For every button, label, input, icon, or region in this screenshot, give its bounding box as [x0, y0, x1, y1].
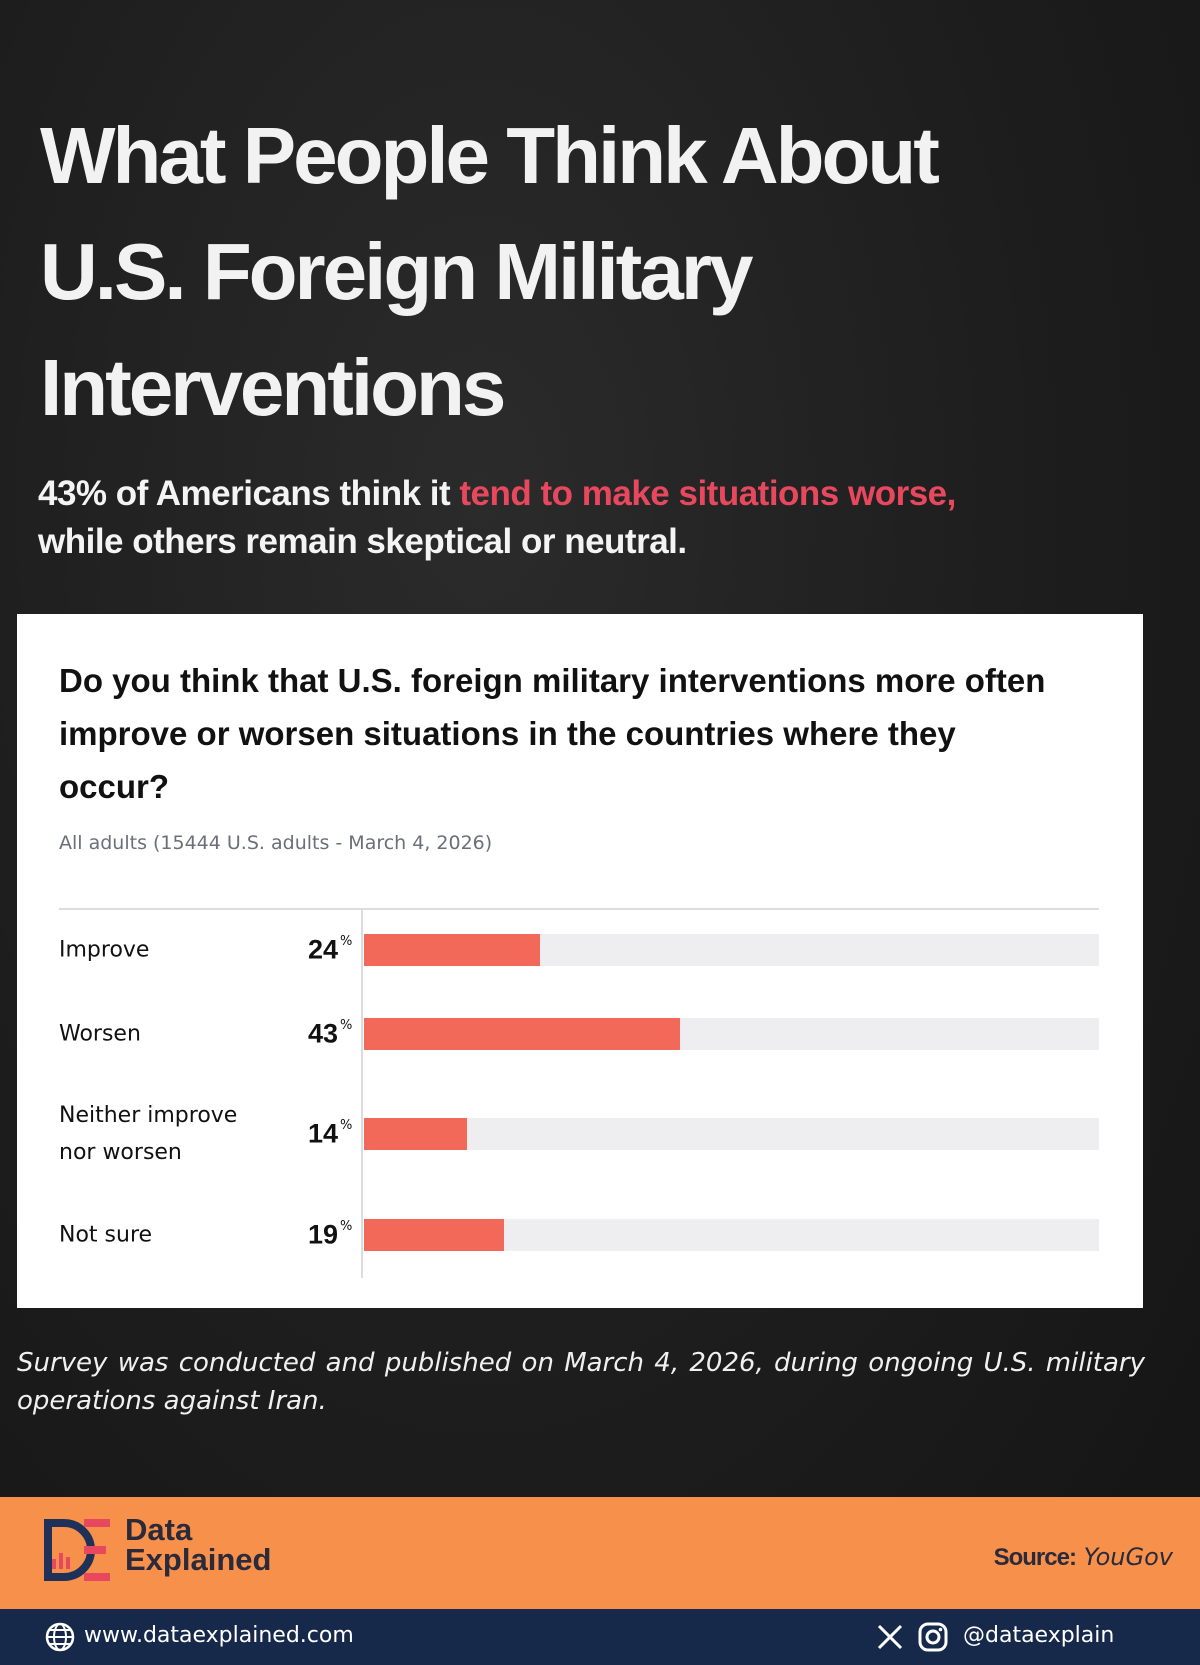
bar: [364, 1118, 467, 1150]
source: Source: YouGov: [994, 1543, 1173, 1572]
footer-bar: www.dataexplained.com @dataexplain: [0, 1609, 1200, 1665]
value-label: 24: [307, 934, 338, 965]
axis-line: [361, 908, 363, 1278]
logo-icon: [44, 1519, 110, 1581]
divider: [59, 908, 1099, 910]
subtitle-text: while others remain skeptical or neutral…: [38, 522, 687, 561]
category-label: Neither improve nor worsen: [59, 1103, 238, 1165]
brand-name: Data: [125, 1512, 193, 1547]
footer-band: Data Explained Source: YouGov: [0, 1497, 1200, 1609]
x-icon[interactable]: [876, 1623, 904, 1651]
title: What People Think About U.S. Foreign Mil…: [40, 111, 940, 432]
subtitle-text: 43% of Americans think it: [38, 474, 460, 513]
handle[interactable]: @dataexplain: [963, 1623, 1115, 1648]
value-unit: %: [340, 1219, 353, 1234]
footnote: Survey was conducted and published on Ma…: [17, 1348, 1145, 1416]
subtitle-highlight: tend to make situations worse,: [459, 474, 956, 513]
value-label: 19: [307, 1219, 338, 1250]
globe-icon: [45, 1622, 75, 1652]
subtitle: 43% of Americans think it tend to make s…: [38, 470, 978, 566]
value-unit: %: [340, 934, 353, 949]
website[interactable]: www.dataexplained.com: [84, 1623, 354, 1648]
bar-track: [364, 1118, 1099, 1150]
category-label: Not sure: [59, 1222, 153, 1248]
chart-title: Do you think that U.S. foreign military …: [59, 662, 1046, 805]
source-name: YouGov: [1083, 1543, 1173, 1571]
instagram-icon[interactable]: [917, 1621, 949, 1653]
source-label: Source:: [993, 1544, 1077, 1571]
bar: [364, 1219, 504, 1251]
bar: [364, 934, 541, 966]
value-label: 43: [307, 1018, 338, 1049]
value-unit: %: [340, 1018, 353, 1033]
brand-name: Explained: [125, 1542, 272, 1577]
value-label: 14: [307, 1118, 338, 1149]
chart-panel: Do you think that U.S. foreign military …: [17, 614, 1143, 1308]
category-label: Improve: [59, 937, 150, 963]
value-unit: %: [340, 1118, 353, 1133]
chart-subtitle: All adults (15444 U.S. adults - March 4,…: [59, 832, 493, 854]
bar: [364, 1018, 681, 1050]
category-label: Worsen: [59, 1021, 141, 1047]
